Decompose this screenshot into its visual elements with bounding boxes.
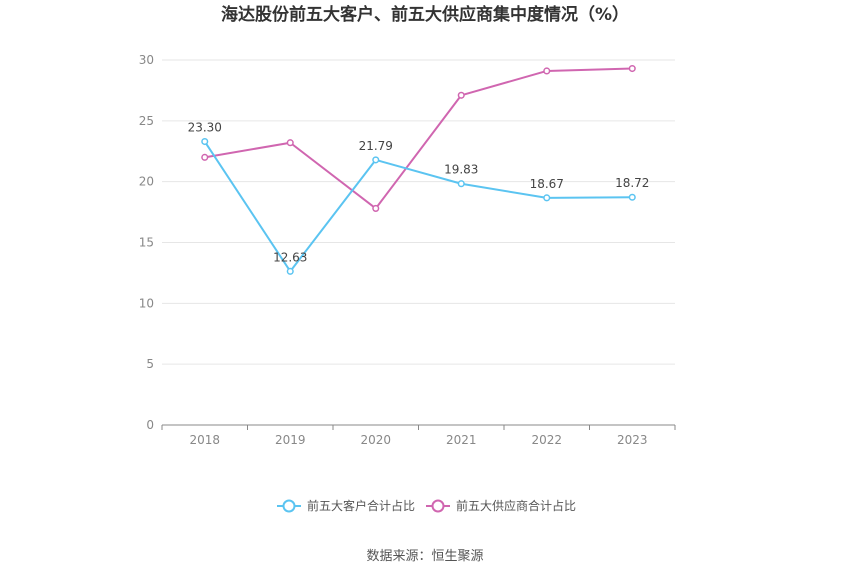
y-tick-label: 25 <box>139 114 154 128</box>
data-label: 12.63 <box>273 250 307 264</box>
data-point <box>286 139 294 147</box>
data-label: 21.79 <box>359 139 393 153</box>
x-tick-label: 2022 <box>531 433 562 447</box>
data-point <box>201 153 209 161</box>
y-tick-label: 5 <box>146 357 154 371</box>
series-line <box>203 140 633 273</box>
legend-marker <box>431 499 445 513</box>
x-tick-label: 2018 <box>189 433 220 447</box>
chart-title: 海达股份前五大客户、前五大供应商集中度情况（%） <box>221 4 629 25</box>
data-label: 19.83 <box>444 163 478 177</box>
data-label: 18.67 <box>530 177 564 191</box>
data-point <box>457 91 465 99</box>
data-point <box>628 64 636 73</box>
source-note: 数据来源：恒生聚源 <box>366 549 483 564</box>
data-point <box>201 137 209 146</box>
legend-label: 前五大客户合计占比 <box>307 498 415 513</box>
y-tick-label: 30 <box>139 53 154 67</box>
legend-marker <box>282 499 296 513</box>
y-tick-label: 0 <box>146 418 154 432</box>
series-line <box>204 67 633 210</box>
data-point <box>543 194 551 202</box>
y-axis: 0 5 10 15 20 25 30 <box>139 53 154 432</box>
data-point <box>543 67 551 75</box>
legend-label: 前五大供应商合计占比 <box>456 498 576 513</box>
x-tick-label: 2020 <box>360 433 391 447</box>
data-point <box>457 180 465 188</box>
data-point <box>372 204 380 212</box>
x-tick-label: 2023 <box>617 433 648 447</box>
y-tick-label: 20 <box>139 175 154 189</box>
x-tick-label: 2019 <box>275 433 306 447</box>
legend: 前五大客户合计占比 前五大供应商合计占比 <box>277 498 576 513</box>
data-point <box>372 156 380 164</box>
series-group: 23.30 12.63 21.79 19.83 18.67 18.72 <box>188 64 649 275</box>
data-point <box>286 267 294 275</box>
x-tick-label: 2021 <box>446 433 477 447</box>
y-tick-label: 10 <box>139 296 154 310</box>
grid <box>162 59 675 365</box>
x-axis: 2018 2019 2020 2021 2022 2023 <box>161 424 676 447</box>
data-label: 18.72 <box>615 176 649 190</box>
y-tick-label: 15 <box>139 236 154 250</box>
data-label: 23.30 <box>188 121 222 135</box>
data-point <box>628 193 636 201</box>
